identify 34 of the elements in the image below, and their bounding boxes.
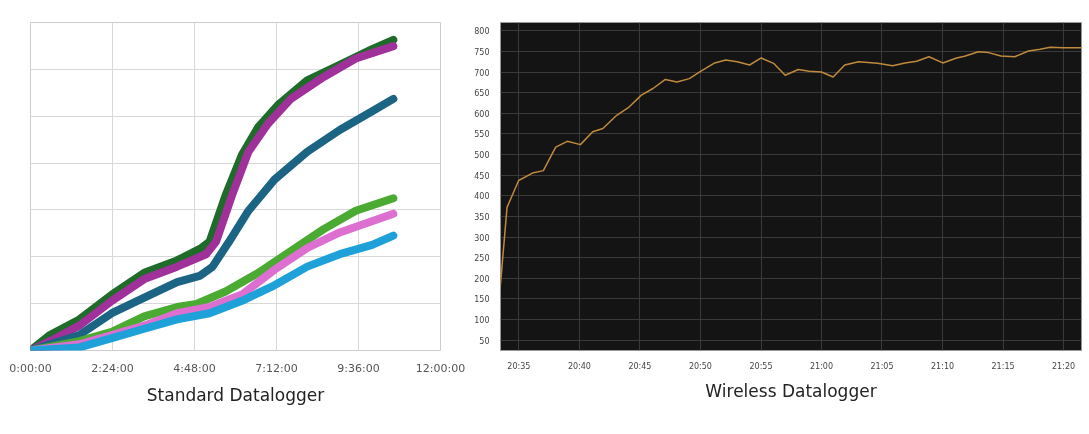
x-tick-label: 7:12:00 xyxy=(255,361,298,375)
x-tick-label: 21:20 xyxy=(1052,361,1076,371)
x-tick-label: 21:05 xyxy=(870,361,894,371)
x-tick-label: 9:36:00 xyxy=(337,361,380,375)
y-tick-label: 400 xyxy=(474,192,490,202)
y-tick-label: 700 xyxy=(474,68,490,78)
y-tick-label: 350 xyxy=(474,212,490,222)
x-tick-label: 20:55 xyxy=(749,361,773,371)
y-tick-label: 300 xyxy=(474,233,490,243)
y-tick-label: 250 xyxy=(474,254,490,264)
x-tick-label: 21:15 xyxy=(991,361,1015,371)
y-tick-label: 750 xyxy=(474,47,490,57)
y-tick-label: 800 xyxy=(474,27,490,37)
y-tick-label: 550 xyxy=(474,130,490,140)
x-tick-label: 12:00:00 xyxy=(415,361,466,375)
y-tick-label: 650 xyxy=(474,89,490,99)
x-tick-label: 2:24:00 xyxy=(91,361,134,375)
x-tick-label: 20:35 xyxy=(507,361,531,371)
y-tick-label: 50 xyxy=(479,336,490,346)
x-tick-label: 4:48:00 xyxy=(173,361,216,375)
y-tick-label: 100 xyxy=(474,316,490,326)
x-tick-label: 0:00:00 xyxy=(9,361,52,375)
x-tick-label: 21:00 xyxy=(809,361,834,371)
text: Wireless Datalogger xyxy=(705,380,877,401)
x-tick-label: 20:50 xyxy=(688,361,712,371)
y-tick-label: 200 xyxy=(474,274,490,284)
x-tick-label: 20:45 xyxy=(628,361,652,371)
y-tick-label: 150 xyxy=(474,295,490,305)
y-tick-label: 600 xyxy=(474,109,490,119)
y-tick-label: 500 xyxy=(474,151,490,161)
y-tick-label: 450 xyxy=(474,171,490,181)
x-tick-label: 21:10 xyxy=(931,361,955,371)
text: Standard Datalogger xyxy=(146,384,325,405)
x-tick-label: 20:40 xyxy=(567,361,591,371)
